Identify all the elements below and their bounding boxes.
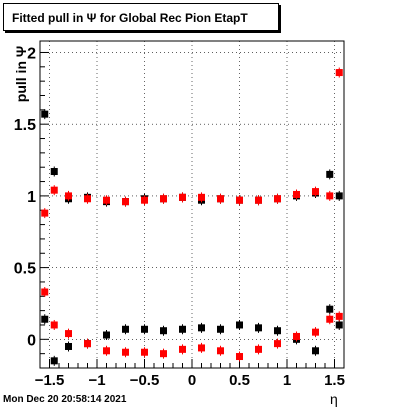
- data-point: [274, 195, 281, 203]
- data-point: [335, 69, 343, 77]
- data-point: [103, 331, 110, 339]
- data-point: [326, 315, 334, 323]
- data-point: [122, 348, 129, 356]
- data-point: [65, 192, 72, 200]
- data-point: [41, 209, 49, 217]
- timestamp: Mon Dec 20 20:58:14 2021: [3, 394, 127, 405]
- data-point: [335, 312, 343, 320]
- data-point: [312, 347, 319, 355]
- data-point: [160, 327, 167, 335]
- data-point: [335, 192, 343, 200]
- data-point: [50, 357, 58, 365]
- data-point: [274, 340, 281, 348]
- data-point: [179, 193, 186, 201]
- x-tick-label: 1: [283, 372, 291, 389]
- data-point: [141, 196, 148, 204]
- data-point: [312, 188, 319, 196]
- chart-title: Fitted pull in Ψ for Global Rec Pion Eta…: [3, 3, 279, 31]
- data-point: [41, 110, 49, 118]
- data-point: [179, 345, 186, 353]
- data-point: [50, 321, 58, 329]
- y-tick-label: 2: [27, 45, 36, 62]
- y-tick-label: 0.5: [14, 261, 36, 278]
- x-tick-label: 0.5: [229, 372, 250, 389]
- y-tick-label: 1: [27, 189, 36, 206]
- data-point: [179, 325, 186, 333]
- data-point: [198, 344, 205, 352]
- plot-frame: [39, 40, 345, 369]
- data-point: [65, 330, 72, 338]
- data-point: [236, 196, 243, 204]
- data-point: [326, 305, 334, 313]
- x-tick-label: −1: [88, 372, 105, 389]
- data-point: [84, 195, 91, 203]
- data-point: [217, 195, 224, 203]
- x-axis-label: η: [330, 391, 338, 407]
- data-point: [198, 193, 205, 201]
- data-point: [217, 325, 224, 333]
- y-axis-label: pull in Ψ: [13, 45, 29, 103]
- data-point: [84, 340, 91, 348]
- data-point: [255, 345, 262, 353]
- data-point: [255, 324, 262, 332]
- data-point: [41, 288, 49, 296]
- data-point: [326, 192, 334, 200]
- data-point: [198, 324, 205, 332]
- data-point: [103, 196, 110, 204]
- data-point: [255, 196, 262, 204]
- data-point: [293, 332, 300, 340]
- y-tick-label: 1.5: [14, 117, 36, 134]
- data-point: [293, 190, 300, 198]
- x-tick-label: −0.5: [130, 372, 160, 389]
- data-point: [141, 348, 148, 356]
- data-point: [326, 170, 334, 178]
- data-point: [122, 325, 129, 333]
- data-point: [50, 168, 58, 176]
- data-point: [236, 321, 243, 329]
- data-point: [122, 198, 129, 206]
- data-point: [41, 315, 49, 323]
- data-point: [65, 342, 72, 350]
- data-point: [312, 328, 319, 336]
- data-point: [50, 186, 58, 194]
- data-point: [335, 321, 343, 329]
- x-tick-label: −1.5: [35, 372, 65, 389]
- y-tick-label: 0: [27, 332, 36, 349]
- data-point: [217, 347, 224, 355]
- data-point: [103, 347, 110, 355]
- data-point: [236, 353, 243, 361]
- data-point: [274, 327, 281, 335]
- x-tick-label: 1.5: [324, 372, 345, 389]
- x-tick-label: 0: [188, 372, 196, 389]
- data-point: [160, 350, 167, 358]
- data-point: [160, 195, 167, 203]
- data-point: [141, 325, 148, 333]
